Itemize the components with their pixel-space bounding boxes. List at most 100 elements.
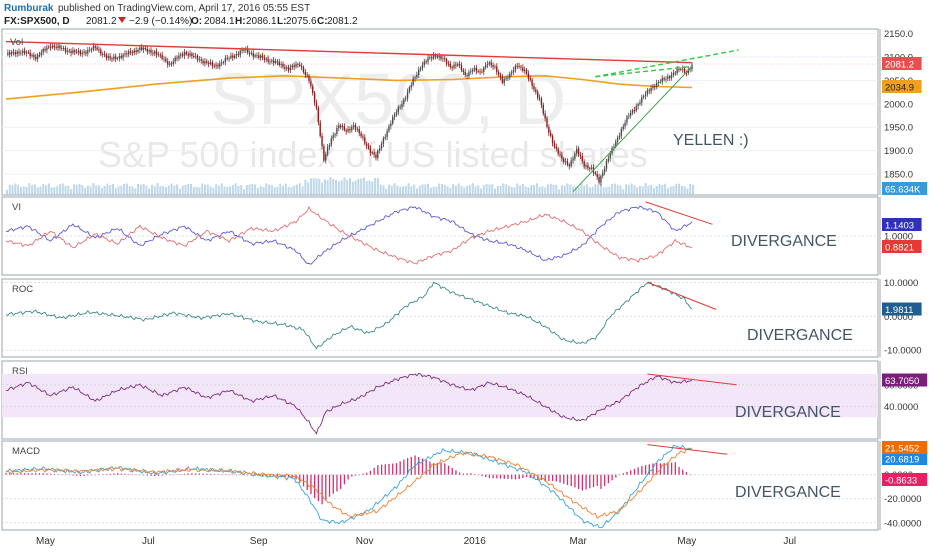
volume-bar (195, 186, 198, 195)
macd-histogram-bar (670, 462, 673, 475)
macd-histogram-bar (369, 470, 372, 475)
candle-body (354, 125, 357, 130)
price-tick-label: 2000.0 (884, 99, 913, 110)
candle-body (453, 64, 455, 68)
macd-histogram-bar (116, 473, 119, 475)
volume-bar (125, 183, 128, 195)
candle-body (436, 56, 439, 58)
candle-body (423, 61, 425, 65)
volume-bar (95, 185, 98, 195)
candle-body (616, 137, 619, 142)
candle-body (460, 64, 463, 71)
candle-body (31, 55, 33, 57)
candle-body (579, 154, 582, 157)
macd-histogram-bar (109, 473, 111, 475)
volume-bar (215, 184, 218, 195)
candle-body (81, 52, 83, 55)
macd-histogram-bar (566, 474, 569, 485)
rsi-divergence-trendline (647, 373, 737, 386)
vi-main-value-badge: 1.1403 (885, 221, 914, 232)
candle-body (265, 58, 267, 60)
macd-histogram-bar (105, 474, 108, 475)
candle-body (631, 110, 634, 113)
macd-histogram-bar (35, 473, 37, 475)
volume-bar (226, 186, 229, 195)
candle-body (421, 64, 424, 69)
macd-histogram-bar (239, 474, 241, 476)
roc-tick-label: 10.0000 (884, 278, 918, 289)
macd-histogram-bar (94, 474, 96, 476)
candle-body (189, 53, 191, 56)
candle-body (308, 75, 310, 81)
price-tick-label: 1850.0 (884, 169, 913, 180)
macd-histogram-bar (689, 474, 691, 476)
volume-bar (488, 184, 491, 195)
candle-body (646, 90, 649, 95)
macd-histogram-bar (585, 474, 587, 490)
candle-body (334, 134, 336, 136)
candle-body (154, 51, 156, 54)
candle-body (18, 51, 20, 54)
candle-body (148, 50, 150, 52)
volume-bar (566, 183, 569, 195)
candle-body (23, 50, 26, 54)
candle-body (388, 126, 390, 132)
candle-body (529, 78, 531, 80)
macd-histogram-bar (570, 474, 572, 487)
candle-body (131, 52, 134, 54)
macd-histogram-bar (68, 474, 70, 476)
volume-bar (42, 184, 45, 195)
candle-body (193, 56, 195, 57)
candle-body (395, 112, 398, 115)
candle-body (215, 64, 217, 67)
candle-body (410, 84, 412, 88)
volume-bar (349, 178, 351, 195)
volume-bar (22, 186, 25, 195)
candle-body (431, 57, 433, 59)
candle-body (100, 49, 102, 55)
candle-body (486, 63, 489, 66)
candle-body (55, 47, 57, 49)
axes: 2150.02100.02050.02000.01950.01900.01850… (36, 29, 928, 547)
volume-bar (282, 185, 285, 195)
macd-histogram-bar (648, 464, 650, 475)
volume-bar (159, 185, 162, 195)
volume-bar (92, 183, 95, 195)
candle-body (155, 51, 158, 55)
candle-body (48, 46, 50, 48)
candle-body (641, 97, 643, 103)
macd-histogram-bar (98, 474, 100, 476)
candle-body (557, 148, 559, 154)
candle-body (618, 135, 621, 138)
macd-histogram-bar (340, 474, 342, 490)
candle-body (668, 76, 671, 78)
low-tag: L: (277, 16, 286, 27)
candle-body (488, 62, 491, 64)
candle-body (444, 58, 446, 60)
macd-histogram-bar (202, 473, 204, 475)
x-tick-label: May (36, 536, 55, 547)
volume-bar (167, 185, 170, 195)
candle-body (107, 56, 109, 58)
volume-bar (507, 185, 510, 195)
candle-body (269, 61, 271, 63)
macd-histogram-bar (485, 474, 487, 478)
author-label[interactable]: Rumburak (4, 3, 54, 14)
candle-body (648, 90, 650, 92)
candle-body (326, 147, 329, 155)
volume-bar (298, 183, 301, 195)
volume-bar (421, 184, 424, 195)
volume-bar (256, 187, 259, 195)
volume-bar (463, 187, 466, 195)
volume-bar (231, 184, 234, 195)
volume-bar (178, 188, 181, 195)
candle-body (538, 97, 541, 99)
candle-body (473, 68, 476, 70)
volume-bar (142, 184, 145, 195)
candle-body (635, 106, 637, 111)
candle-body (176, 57, 178, 59)
volume-bar (616, 185, 619, 195)
macd-histogram-bar (221, 474, 223, 475)
candle-body (183, 52, 186, 56)
